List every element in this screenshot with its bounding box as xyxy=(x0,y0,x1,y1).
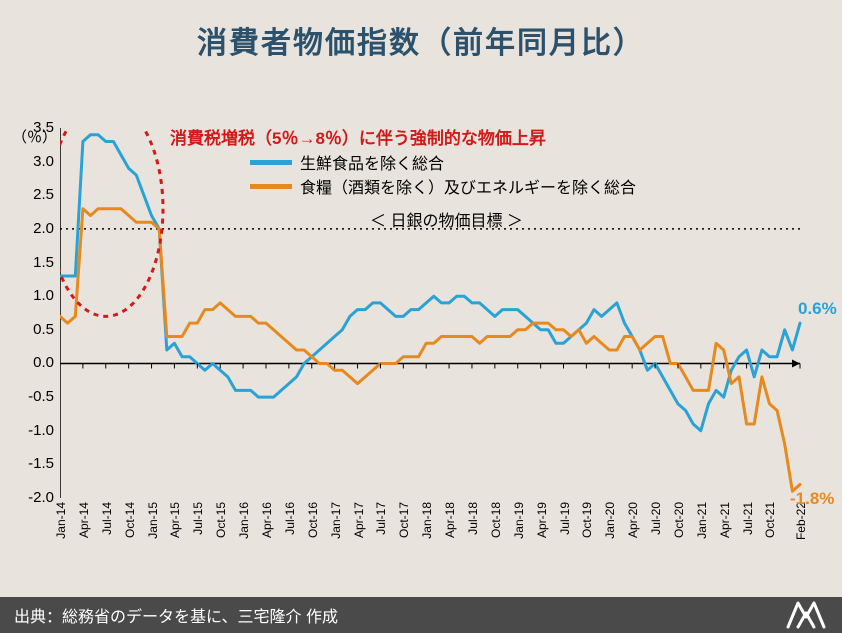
chart-area: （％） 3.53.02.52.01.51.00.50.0-0.5-1.0-1.5… xyxy=(0,68,842,598)
x-tick: Jul-14 xyxy=(100,502,114,535)
legend-item-0: 生鮮食品を除く総合 xyxy=(250,150,444,174)
legend-label-1: 食糧（酒類を除く）及びエネルギーを除く総合 xyxy=(300,174,636,198)
x-tick: Jan-20 xyxy=(603,502,617,539)
x-tick: Jan-15 xyxy=(146,502,160,539)
x-tick: Oct-19 xyxy=(580,502,594,538)
goal-line-label: ＜ 日銀の物価目標 ＞ xyxy=(370,207,523,231)
y-tick: 1.0 xyxy=(18,287,54,304)
x-tick: Jul-20 xyxy=(649,502,663,535)
y-tick: 0.5 xyxy=(18,321,54,338)
x-tick: Oct-16 xyxy=(306,502,320,538)
x-tick: Jan-19 xyxy=(512,502,526,539)
x-tick: Jul-15 xyxy=(191,502,205,535)
chart-title: 消費者物価指数（前年同月比） xyxy=(0,0,842,68)
x-tick: Jan-17 xyxy=(329,502,343,539)
x-tick: Jul-17 xyxy=(374,502,388,535)
y-tick: 0.0 xyxy=(18,354,54,371)
x-tick: Oct-20 xyxy=(672,502,686,538)
y-tick: 3.5 xyxy=(18,119,54,136)
y-tick: 2.5 xyxy=(18,186,54,203)
legend-swatch-1 xyxy=(250,184,292,189)
x-tick: Oct-17 xyxy=(397,502,411,538)
x-tick: Jul-16 xyxy=(283,502,297,535)
x-tick: Jul-18 xyxy=(466,502,480,535)
y-tick: 1.5 xyxy=(18,254,54,271)
legend-swatch-0 xyxy=(250,160,292,165)
y-tick: -1.5 xyxy=(18,455,54,472)
x-tick: Jul-21 xyxy=(741,502,755,535)
y-tick: -1.0 xyxy=(18,422,54,439)
x-tick: Oct-21 xyxy=(763,502,777,538)
legend-item-1: 食糧（酒類を除く）及びエネルギーを除く総合 xyxy=(250,174,636,198)
y-tick: -2.0 xyxy=(18,489,54,506)
x-tick: Jan-18 xyxy=(420,502,434,539)
source-text: 出典：総務省のデータを基に、三宅隆介 作成 xyxy=(14,603,338,627)
x-tick: Oct-18 xyxy=(489,502,503,538)
end-value-1: -1.8% xyxy=(790,489,834,509)
x-tick: Jan-16 xyxy=(237,502,251,539)
x-tick: Oct-15 xyxy=(214,502,228,538)
x-tick: Jan-14 xyxy=(54,502,68,539)
x-tick: Apr-21 xyxy=(718,502,732,538)
x-tick: Jul-19 xyxy=(558,502,572,535)
y-tick: 2.0 xyxy=(18,220,54,237)
x-tick: Apr-18 xyxy=(443,502,457,538)
x-tick: Apr-14 xyxy=(77,502,91,538)
x-tick: Oct-14 xyxy=(123,502,137,538)
x-tick: Jan-21 xyxy=(695,502,709,539)
x-tick: Apr-15 xyxy=(168,502,182,538)
y-tick: 3.0 xyxy=(18,153,54,170)
x-tick: Apr-20 xyxy=(626,502,640,538)
author-logo-icon xyxy=(784,599,828,629)
end-value-0: 0.6% xyxy=(798,299,837,319)
source-footer: 出典：総務省のデータを基に、三宅隆介 作成 xyxy=(0,597,842,633)
x-tick: Apr-17 xyxy=(352,502,366,538)
tax-annotation: 消費税増税（5％→8％）に伴う強制的な物価上昇 xyxy=(170,124,546,149)
y-tick: -0.5 xyxy=(18,388,54,405)
x-tick: Apr-19 xyxy=(535,502,549,538)
legend-label-0: 生鮮食品を除く総合 xyxy=(300,150,444,174)
x-tick: Apr-16 xyxy=(260,502,274,538)
